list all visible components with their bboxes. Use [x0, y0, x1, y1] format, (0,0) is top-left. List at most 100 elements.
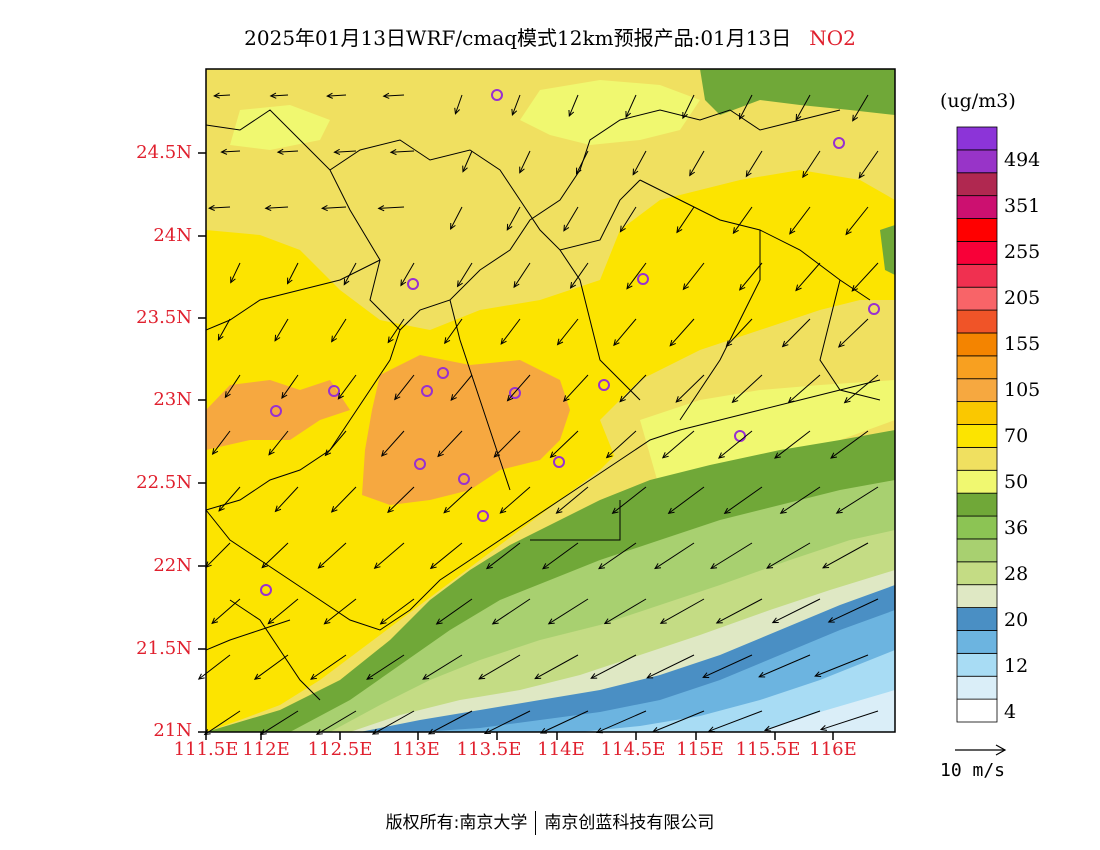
wind-arrowhead [539, 728, 547, 734]
wind-arrow [383, 94, 405, 97]
colorbar-label: 494 [1004, 149, 1041, 171]
wind-arrowhead [389, 148, 397, 156]
wind-arrowhead [549, 451, 557, 459]
wind-arrowhead [563, 224, 570, 232]
wind-arrow [507, 374, 531, 401]
lon-label-115: 115E [676, 739, 724, 760]
boundary-lines [206, 109, 881, 701]
wind-arrowhead [217, 333, 224, 341]
wind-arrowhead [771, 617, 779, 624]
colorbar-label: 351 [1004, 195, 1041, 217]
wind-arrow [788, 374, 821, 403]
wind-arrowhead [274, 505, 282, 513]
site-marker [477, 510, 489, 522]
wind-arrow [646, 654, 695, 679]
colorbar-swatch [956, 698, 998, 723]
wind-arrow [436, 598, 473, 625]
colorbar-swatch [956, 172, 998, 197]
wind-arrow [277, 150, 299, 153]
wind-arrow [387, 318, 405, 343]
wind-arrow [430, 542, 463, 569]
wind-arrow [732, 206, 753, 234]
wind-arrow [519, 150, 531, 173]
wind-arrowhead [324, 449, 332, 457]
wind-arrow [774, 430, 811, 459]
wind-arrow [682, 262, 705, 290]
wind-arrow [372, 710, 415, 735]
wind-arrow [604, 598, 647, 625]
wind-arrowhead [387, 336, 394, 344]
wind-arrow [428, 710, 473, 735]
lat-label-22: 22N [153, 555, 192, 576]
wind-arrowhead [230, 276, 236, 284]
lat-label-24: 24N [153, 225, 192, 246]
wind-arrowhead [555, 507, 563, 514]
wind-arrow [858, 150, 879, 179]
wind-arrow [261, 542, 289, 568]
colorbar-swatch [956, 446, 998, 471]
wind-arrowhead [513, 281, 520, 289]
wind-arrow [324, 598, 357, 625]
wind-arrowhead [590, 673, 598, 679]
wind-arrow [669, 318, 695, 347]
wind-arrow [380, 598, 415, 625]
wind-arrow [443, 486, 473, 514]
wind-arrowhead [478, 673, 486, 680]
wind-arrow [334, 150, 357, 153]
wind-arrowhead [499, 507, 507, 514]
wind-arrow [772, 598, 821, 624]
wind-arrow [652, 710, 705, 733]
colorbar-swatch [956, 126, 998, 151]
wind-arrow [708, 710, 763, 732]
wind-arrow [437, 430, 463, 457]
wind-arrow [268, 430, 289, 456]
wind-arrow [745, 150, 763, 177]
wind-arrowhead [380, 450, 388, 457]
wind-arrowhead [373, 562, 381, 569]
wind-arrow [732, 374, 763, 403]
wind-arrowhead [276, 148, 284, 155]
colorbar-swatch [956, 561, 998, 586]
wind-arrowhead [547, 618, 555, 625]
wind-arrow [331, 486, 357, 513]
lat-label-21-5: 21.5N [136, 638, 192, 659]
wind-arrowhead [220, 148, 228, 155]
concentration-field [206, 69, 895, 732]
wind-arrowhead [625, 111, 632, 119]
site-marker [553, 456, 565, 468]
wind-arrow [596, 710, 647, 733]
wind-arrow [557, 318, 579, 345]
wind-arrowhead [843, 397, 851, 404]
wind-arrowhead [563, 395, 570, 403]
lon-label-111-5: 111.5E [173, 739, 239, 760]
wind-arrow [337, 374, 357, 400]
wind-arrow [718, 430, 753, 459]
lon-label-115-5: 115.5E [735, 739, 801, 760]
wind-arrow [625, 94, 637, 118]
site-marker [407, 278, 419, 290]
wind-arrow [606, 430, 637, 458]
wind-arrowhead [619, 395, 626, 403]
wind-arrow [343, 262, 357, 285]
wind-arrowhead [675, 396, 683, 403]
wind-reference-arrow [955, 744, 1007, 756]
lat-label-22-5: 22.5N [136, 472, 192, 493]
colorbar-label: 155 [1004, 333, 1041, 355]
wind-arrow [542, 542, 579, 570]
wind-arrowhead [575, 167, 582, 175]
wind-arrowhead [315, 729, 323, 735]
wind-arrow [563, 206, 579, 232]
wind-arrowhead [366, 673, 374, 680]
wind-arrowhead [858, 171, 865, 179]
wind-arrow [325, 430, 347, 456]
wind-arrowhead [723, 507, 731, 515]
wind-arrowhead [787, 396, 795, 404]
wind-arrowhead [444, 337, 451, 345]
wind-arrowhead [208, 204, 215, 211]
colorbar-swatch [956, 332, 998, 357]
wind-arrowhead [718, 452, 725, 459]
site-marker [270, 405, 282, 417]
wind-arrow [224, 374, 241, 398]
wind-arrow [739, 262, 763, 291]
colorbar-swatch [956, 263, 998, 288]
